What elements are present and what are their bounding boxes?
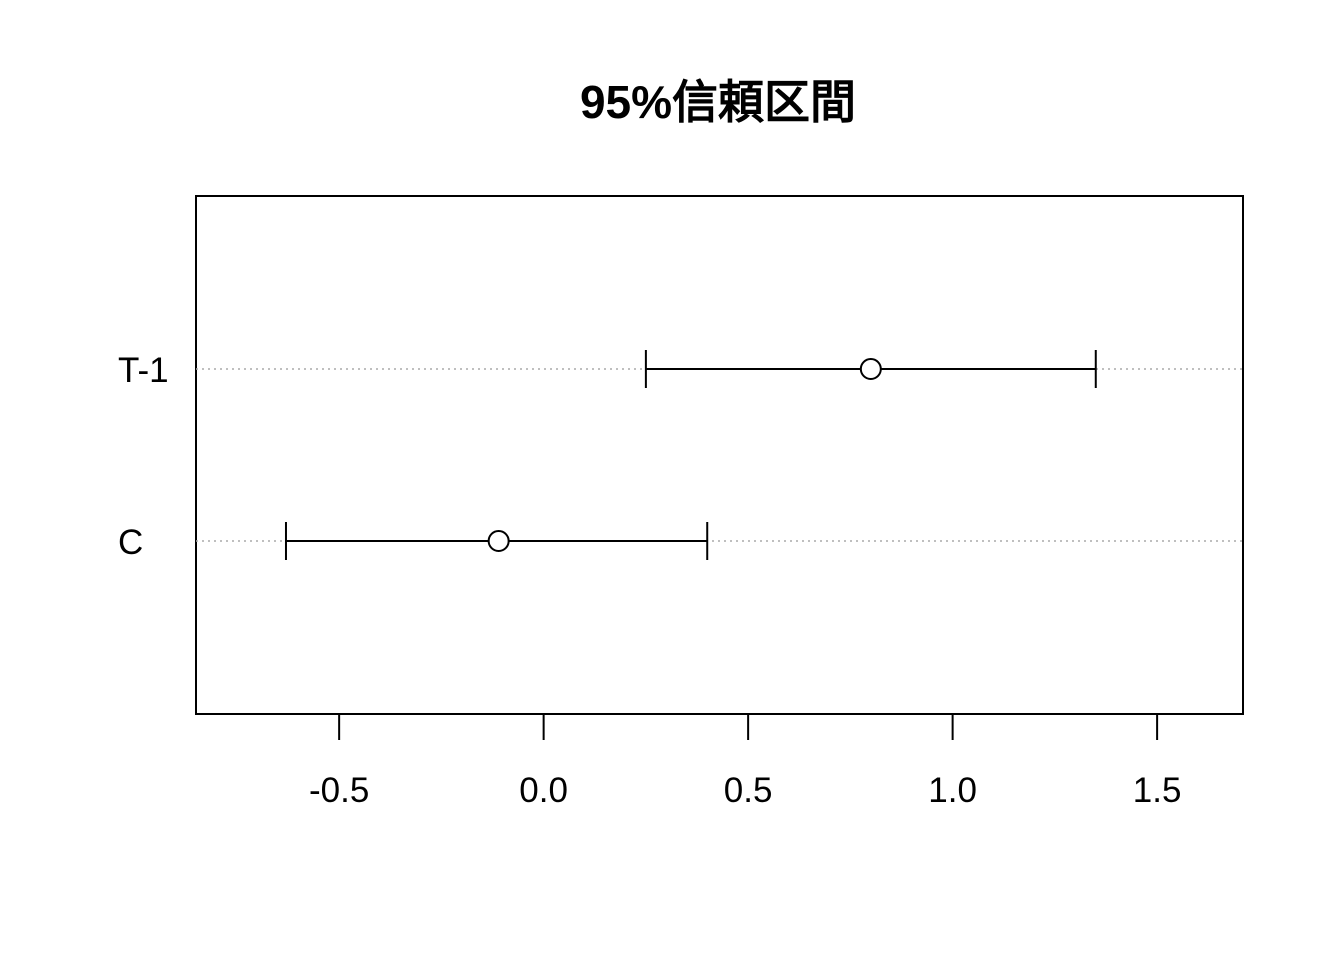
x-tick-label: 0.5 (724, 771, 773, 810)
x-tick-label: 0.0 (519, 771, 568, 810)
category-label: C (118, 523, 143, 562)
confidence-intervals (284, 350, 1097, 560)
estimate-point (487, 530, 510, 552)
category-label: T-1 (118, 351, 169, 390)
x-axis: -0.5 0.0 0.5 1.0 1.5 (309, 714, 1181, 810)
guide-lines (196, 368, 1243, 542)
x-tick-label: -0.5 (309, 771, 369, 810)
plot-frame (195, 195, 1244, 715)
chart-title: 95%信頼区間 (580, 76, 856, 128)
estimate-point (859, 358, 882, 380)
x-tick-label: 1.0 (928, 771, 977, 810)
category-labels: T-1 C (118, 351, 169, 562)
x-tick-label: 1.5 (1133, 771, 1182, 810)
